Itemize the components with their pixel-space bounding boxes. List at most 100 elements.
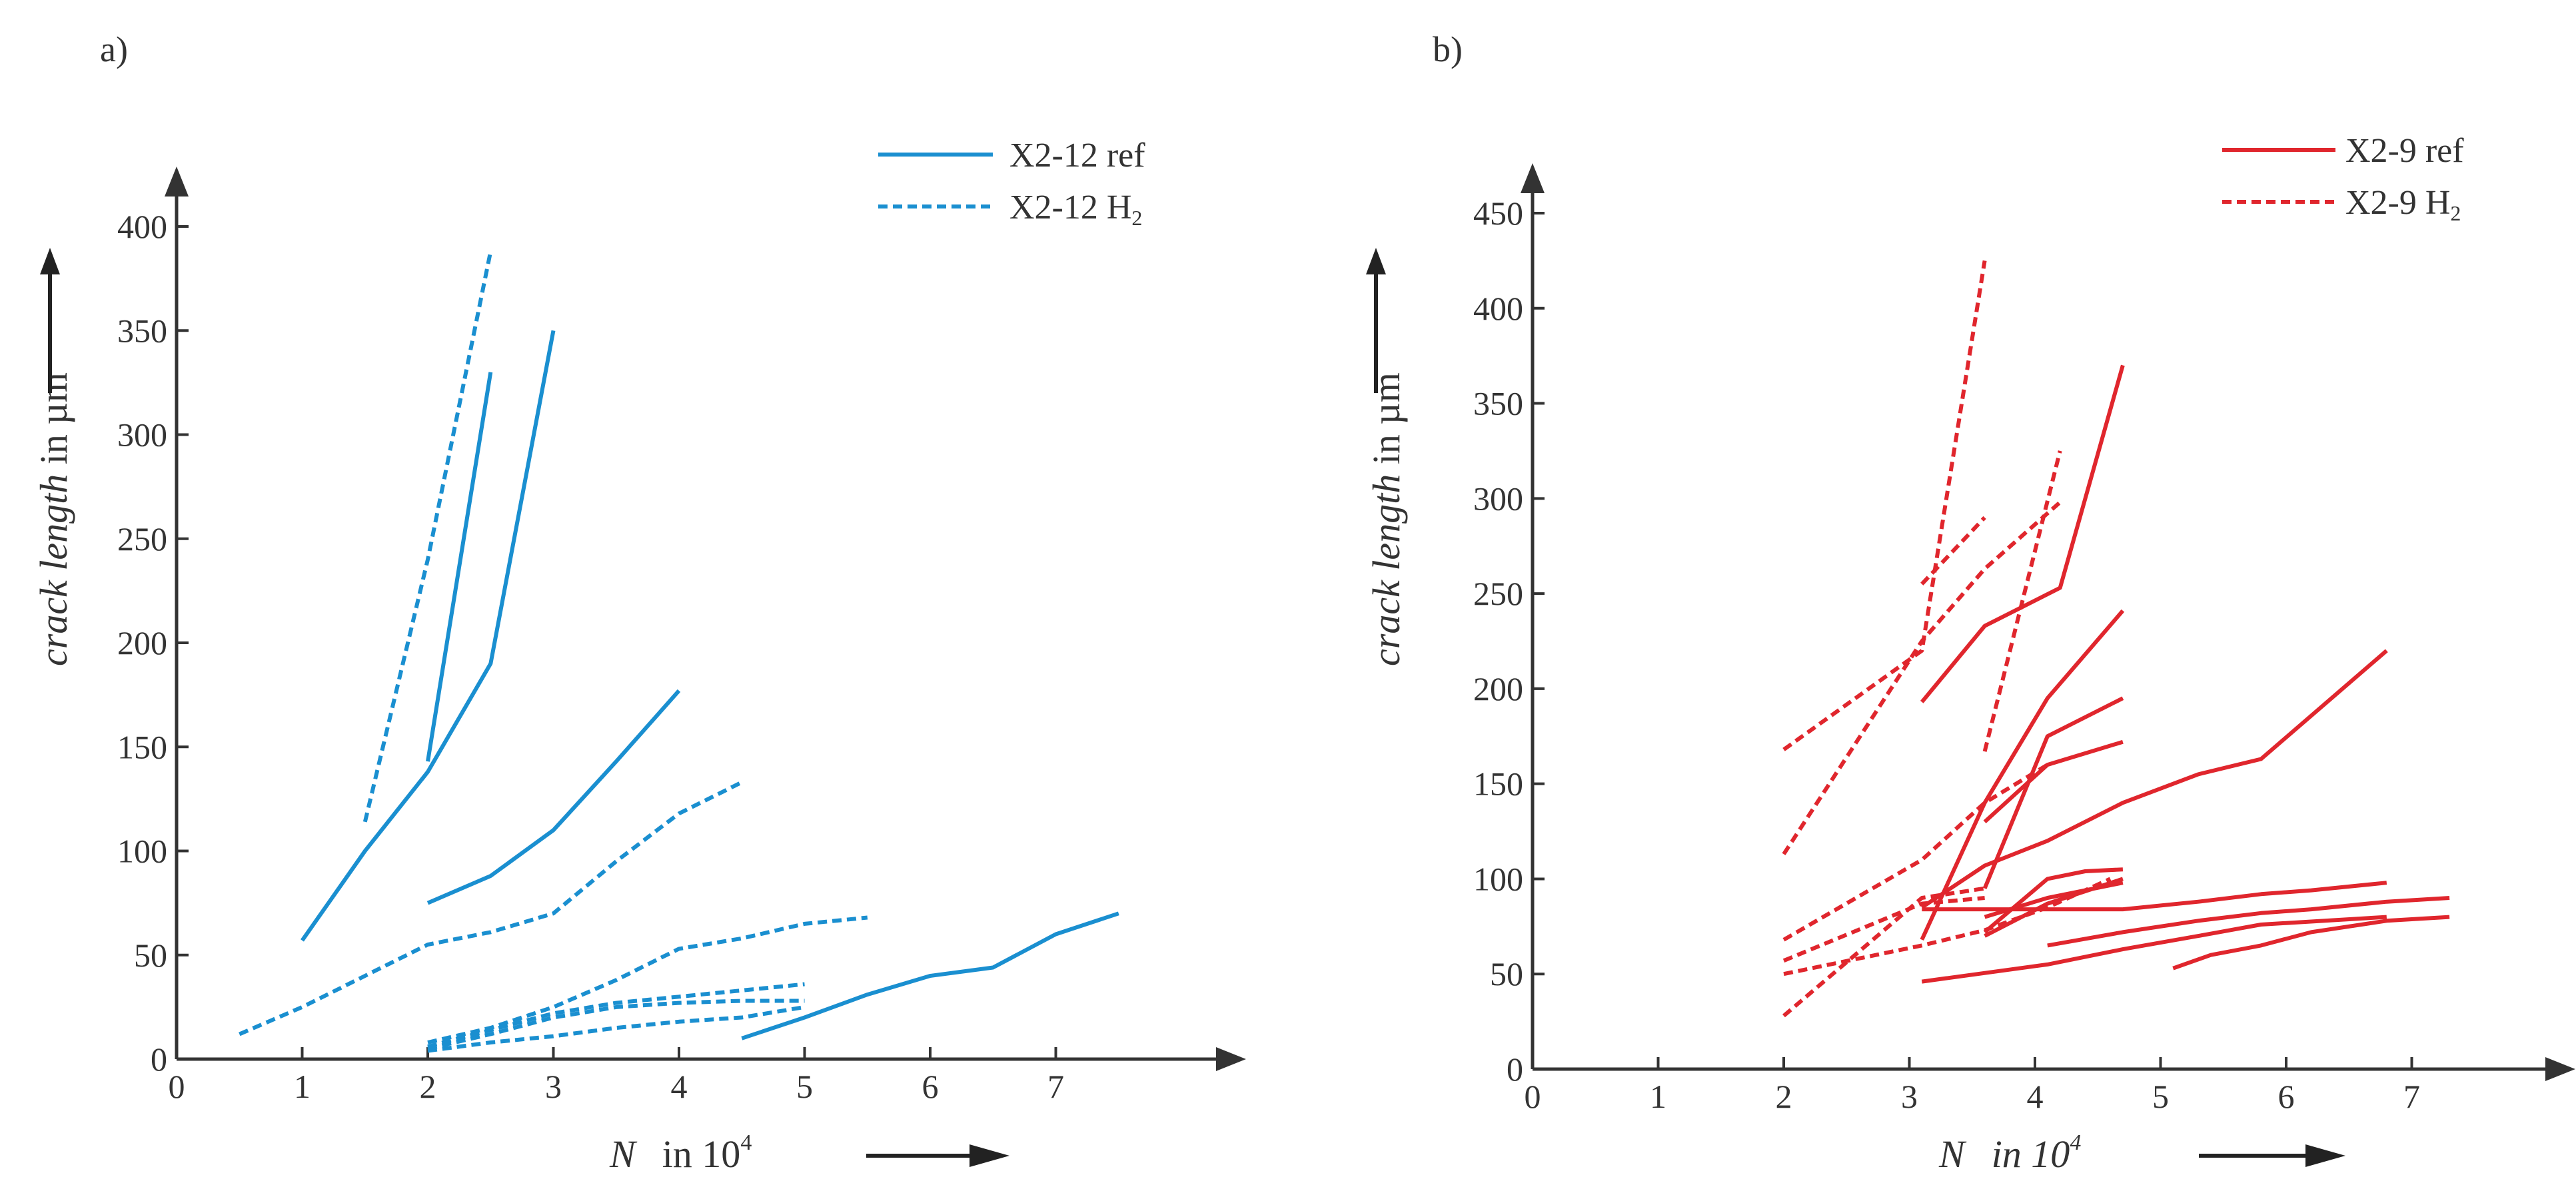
panel-a-y-tick-label: 150	[117, 728, 167, 765]
panel-b-axes	[1521, 163, 2575, 1081]
panel-a-y-tick-label: 350	[117, 312, 167, 349]
panel-b-x-direction-arrowhead	[2305, 1144, 2345, 1167]
panel-b-x-tick-label: 4	[2027, 1078, 2044, 1115]
panel-b-y-tick-label: 150	[1473, 765, 1523, 803]
panel-a-y-tick-label: 0	[151, 1040, 167, 1078]
panel-b-series-h2-line	[1782, 886, 1986, 1018]
panel-b-x-tick-label: 3	[1901, 1078, 1918, 1115]
panel-a-chart: a) 0 1 2 3 4 5 6 7 0 50 100 150 200 250 300 350 400 crac…	[32, 29, 1246, 1176]
panel-b-y-tick-label: 0	[1507, 1050, 1523, 1088]
panel-a-x-tick-label: 2	[420, 1068, 436, 1105]
panel-b-legend-label-h2: X2-9 H2	[2345, 184, 2461, 225]
panel-b-y-tick-label: 400	[1473, 290, 1523, 327]
panel-a-label: a)	[100, 29, 128, 69]
panel-a-x-axis-var: N	[609, 1132, 638, 1176]
panel-b-series-ref-line	[2172, 915, 2450, 971]
panel-b-series-h2-line	[1782, 763, 2049, 942]
panel-a-y-axis-arrowhead	[165, 167, 189, 197]
panel-a-legend-label-h2: X2-12 H2	[1009, 189, 1142, 230]
panel-b-y-axis-title-rest: in µm	[1365, 372, 1408, 474]
panel-a-y-tick-label: 50	[134, 937, 167, 974]
panel-a-x-tick-label: 4	[671, 1068, 688, 1105]
panel-a-y-axis-title: crack length in µm	[32, 372, 75, 666]
panel-a-x-axis-exponent: 4	[740, 1130, 752, 1155]
panel-a-legend-label-ref: X2-12 ref	[1009, 137, 1145, 175]
panel-a-ticks: 0 1 2 3 4 5 6 7 0 50 100 150 200 250 300 350 400	[117, 208, 1064, 1105]
panel-a-series	[239, 250, 1119, 1053]
panel-b-x-tick-label: 6	[2278, 1078, 2295, 1115]
panel-b-series	[1782, 260, 2450, 1018]
panel-a-series-ref-line	[301, 330, 556, 942]
panel-a-y-axis-title-italic: crack length	[32, 474, 75, 666]
panel-a-x-tick-label: 3	[545, 1068, 562, 1105]
panel-b-x-tick-label: 1	[1650, 1078, 1666, 1115]
panel-b-series-ref-line	[1920, 649, 2388, 909]
panel-b-y-direction-arrowhead	[1366, 248, 1386, 274]
panel-b-series-ref-line	[1984, 877, 2124, 938]
panel-a-y-tick-label: 300	[117, 416, 167, 454]
panel-a-legend-text-ref: X2-12 ref	[1009, 137, 1145, 175]
panel-a-series-ref-line	[426, 372, 493, 762]
panel-a-x-tick-label: 6	[922, 1068, 939, 1105]
panel-b-series-ref-line	[1982, 696, 2124, 889]
panel-b-x-axis-var: N	[1938, 1132, 1967, 1176]
panel-b-series-h2-line	[1782, 896, 1985, 963]
panel-b-y-tick-label: 200	[1473, 670, 1523, 707]
panel-b-series-ref-line	[1983, 739, 2124, 824]
panel-b-x-axis-arrowhead	[2545, 1057, 2575, 1081]
panel-a-legend-sub-h2: 2	[1131, 206, 1142, 230]
panel-a-series-ref-line	[741, 911, 1119, 1040]
panel-b-y-tick-label: 350	[1473, 385, 1523, 422]
panel-b-y-tick-label: 100	[1473, 860, 1523, 897]
panel-a-x-axis-unit: in 10	[662, 1132, 741, 1176]
panel-b-series-h2-line	[1782, 260, 1987, 751]
panel-a-y-tick-label: 100	[117, 833, 167, 870]
panel-a-axes	[165, 167, 1246, 1071]
panel-a-x-tick-label: 7	[1047, 1068, 1064, 1105]
panel-b-x-tick-label: 5	[2152, 1078, 2169, 1115]
panel-a-x-tick-label: 1	[294, 1068, 311, 1105]
panel-b-legend-sub-h2: 2	[2450, 201, 2461, 225]
panel-b-legend-text-ref: X2-9 ref	[2345, 132, 2464, 170]
panel-b-x-tick-label: 2	[1776, 1078, 1792, 1115]
panel-a-x-tick-label: 5	[796, 1068, 813, 1105]
panel-b-series-h2-line	[1920, 516, 1986, 586]
panel-b-series-h2-line	[1782, 500, 2062, 855]
panel-a-series-h2-line	[239, 780, 743, 1036]
panel-a-series-h2-line	[427, 1004, 805, 1053]
panel-b-legend: X2-9 ref X2-9 H2	[2222, 132, 2464, 225]
panel-a-series-h2-line	[362, 250, 493, 823]
panel-b-series-ref-line	[2047, 896, 2450, 948]
panel-a-y-tick-label: 250	[117, 520, 167, 558]
panel-b-x-axis-exponent: 4	[2070, 1130, 2081, 1155]
panel-b-x-axis-unit: in 10	[1992, 1132, 2070, 1176]
panel-a-legend: X2-12 ref X2-12 H2	[878, 137, 1145, 230]
panel-a-series-h2-line	[427, 982, 805, 1049]
panel-b-ticks: 0 1 2 3 4 5 6 7 0 50 100 150 200 250 300 350 400 450	[1473, 195, 2420, 1115]
panel-a-x-direction-arrowhead	[969, 1144, 1009, 1167]
panel-b-y-tick-label: 250	[1473, 575, 1523, 612]
panel-b-y-axis-title-italic: crack length	[1365, 474, 1408, 666]
panel-b-series-h2-line	[1982, 450, 2062, 752]
panel-b-legend-text-h2: X2-9 H	[2345, 184, 2450, 222]
panel-b-y-tick-label: 50	[1490, 955, 1523, 993]
panel-b-label: b)	[1433, 29, 1463, 69]
panel-a-series-h2-line	[427, 998, 805, 1051]
panel-b-chart: b) 0 1 2 3 4 5 6 7 0 50 100 150 200 250 300 350 400 450 c…	[1365, 29, 2575, 1176]
panel-a-legend-text-h2: X2-12 H	[1009, 189, 1131, 226]
panel-b-y-tick-label: 300	[1473, 480, 1523, 517]
panel-b-x-tick-label: 7	[2403, 1078, 2420, 1115]
panel-a-y-axis-title-rest: in µm	[32, 372, 75, 474]
panel-a-series-h2-line	[427, 915, 868, 1044]
panel-b-legend-label-ref: X2-9 ref	[2345, 132, 2464, 170]
panel-b-y-axis-arrowhead	[1521, 163, 1545, 193]
panel-b-series-ref-line	[1922, 881, 2387, 912]
panel-a-x-tick-label: 0	[169, 1068, 185, 1105]
panel-b-series-h2-line	[1783, 877, 2112, 977]
panel-a-y-direction-arrowhead	[40, 248, 60, 274]
panel-a-y-tick-label: 400	[117, 208, 167, 245]
panel-b-y-axis-title: crack length in µm	[1365, 372, 1408, 666]
panel-b-series-ref-line	[1920, 609, 2125, 941]
